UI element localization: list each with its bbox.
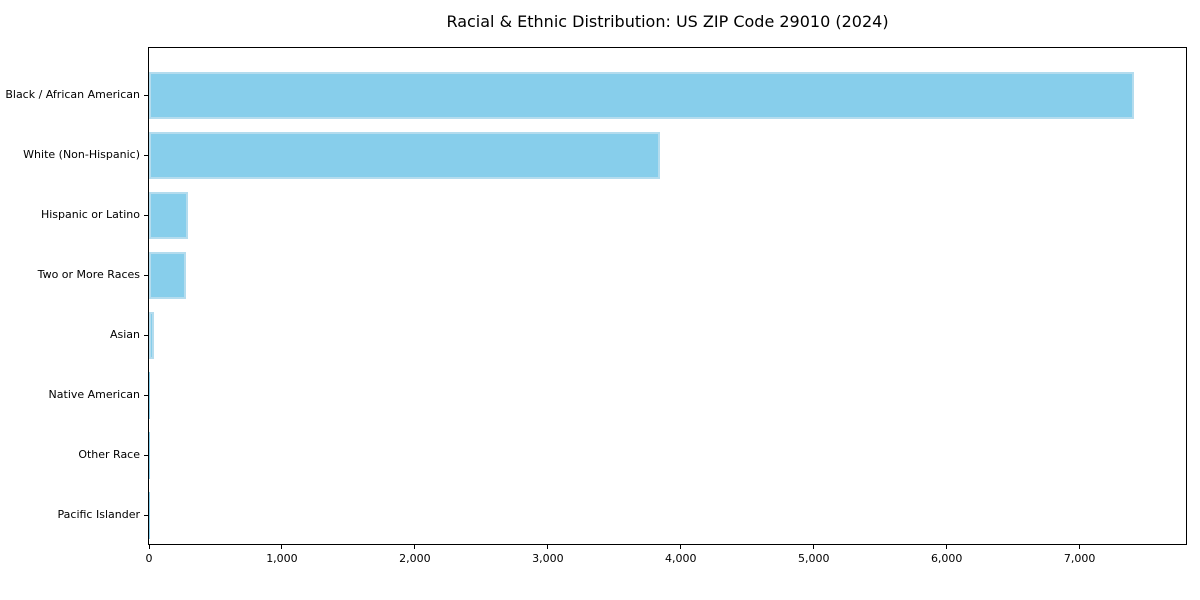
category-label: Two or More Races — [37, 268, 140, 281]
bar — [149, 71, 1135, 119]
y-axis-tick — [144, 394, 148, 396]
bar — [149, 131, 660, 179]
x-axis-tick — [148, 545, 150, 549]
x-tick-label: 2,000 — [399, 552, 431, 565]
y-axis-tick — [144, 454, 148, 456]
x-tick-label: 4,000 — [665, 552, 697, 565]
category-label: Asian — [109, 328, 140, 341]
y-axis-tick — [144, 334, 148, 336]
x-axis-tick — [414, 545, 416, 549]
category-label: Pacific Islander — [57, 508, 140, 521]
y-axis-tick — [144, 514, 148, 516]
x-tick-label: 3,000 — [532, 552, 564, 565]
x-axis-tick — [813, 545, 815, 549]
x-tick-label: 7,000 — [1063, 552, 1096, 565]
bar — [149, 311, 154, 359]
x-axis-tick — [547, 545, 549, 549]
x-axis-tick — [281, 545, 283, 549]
y-axis-tick — [144, 154, 148, 156]
category-label: White (Non-Hispanic) — [23, 148, 140, 161]
bar — [149, 251, 187, 299]
x-axis-tick — [946, 545, 948, 549]
x-axis-tick — [1079, 545, 1081, 549]
plot-area — [148, 47, 1187, 545]
bar — [149, 191, 188, 239]
y-axis-tick — [144, 94, 148, 96]
x-tick-label: 6,000 — [930, 552, 963, 565]
category-label: Other Race — [78, 448, 140, 461]
x-axis-tick — [680, 545, 682, 549]
x-tick-label: 5,000 — [797, 552, 830, 565]
bar — [149, 371, 151, 419]
category-label: Hispanic or Latino — [40, 208, 140, 221]
y-axis-tick — [144, 274, 148, 276]
category-label: Native American — [48, 388, 140, 401]
x-tick-label: 0 — [145, 552, 153, 565]
x-tick-label: 1,000 — [266, 552, 298, 565]
category-label: Black / African American — [5, 88, 140, 101]
y-axis-tick — [144, 214, 148, 216]
chart-title: Racial & Ethnic Distribution: US ZIP Cod… — [446, 12, 889, 31]
